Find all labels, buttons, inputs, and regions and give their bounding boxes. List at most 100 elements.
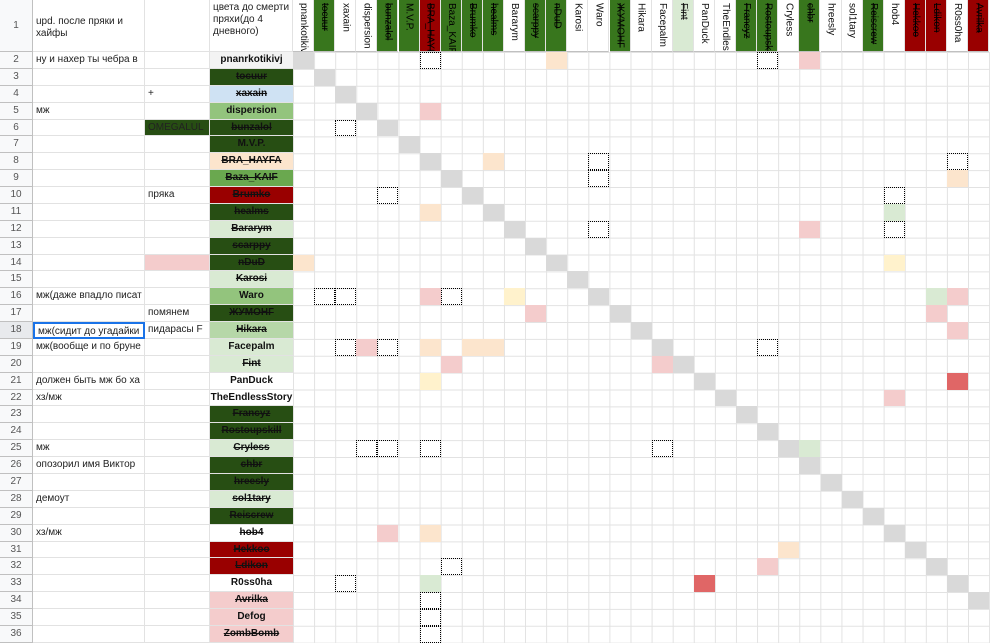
row-number: 25 [0, 440, 33, 458]
column-header: PanDuck [693, 0, 715, 52]
name-cell: dispersion [210, 102, 293, 120]
name-cell: Baza_KAIF [210, 170, 293, 188]
diagonal-cell [440, 170, 462, 188]
highlight-cell [778, 541, 800, 559]
diagonal-cell [419, 153, 441, 171]
highlight-cell [440, 355, 462, 373]
highlight-cell [588, 153, 610, 171]
highlight-cell [419, 440, 441, 458]
comment-cell [145, 423, 210, 441]
highlight-cell [588, 170, 610, 188]
column-header: Facepalm [651, 0, 673, 52]
name-cell: pnanrkotikivj [210, 52, 293, 69]
note-cell [33, 507, 145, 525]
diagonal-cell [525, 237, 547, 255]
highlight-cell [883, 203, 905, 221]
note-cell [33, 119, 145, 137]
name-cell: Bararym [210, 220, 293, 238]
highlight-cell [926, 288, 948, 306]
column-header: Francyz [736, 0, 758, 52]
note-cell: мж(даже впадло писат [33, 288, 145, 306]
column-header: healms [482, 0, 504, 52]
comment-cell [145, 541, 210, 559]
row-number: 17 [0, 305, 33, 323]
highlight-cell [377, 524, 399, 542]
comment-cell [145, 406, 210, 424]
name-cell: chbr [210, 457, 293, 474]
diagonal-cell [841, 490, 863, 508]
diagonal-cell [862, 507, 884, 525]
highlight-cell [693, 575, 715, 593]
note-header: upd. после пряки и хайфы [33, 0, 145, 52]
highlight-cell [757, 52, 779, 69]
diagonal-cell [799, 457, 821, 474]
name-cell: hob4 [210, 524, 293, 542]
name-cell: Defog [210, 609, 293, 626]
note-cell [33, 305, 145, 323]
column-header: Hekkoo [904, 0, 926, 52]
note-cell: мж [33, 440, 145, 458]
name-cell: Fint [210, 355, 293, 373]
comment-cell [145, 271, 210, 289]
note-cell: хз/мж [33, 524, 145, 542]
name-cell: nDuD [210, 254, 293, 272]
column-header: hob4 [883, 0, 905, 52]
comment-cell [145, 440, 210, 458]
column-header: BRA_HAYFA [419, 0, 441, 52]
note-cell: хз/мж [33, 389, 145, 407]
row-number: 34 [0, 592, 33, 610]
comment-cell [145, 338, 210, 356]
highlight-cell [883, 187, 905, 204]
column-header: Avrilka [968, 0, 990, 52]
note-cell: мж(сидит до угадайки [33, 322, 145, 339]
row-number: 27 [0, 474, 33, 491]
diagonal-cell [377, 119, 399, 137]
highlight-cell [883, 389, 905, 407]
name-cell: Ldikon [210, 558, 293, 576]
note-cell [33, 474, 145, 491]
highlight-cell [335, 119, 357, 137]
highlight-cell [419, 524, 441, 542]
highlight-cell [504, 288, 526, 306]
comment-cell [145, 524, 210, 542]
diagonal-cell [482, 203, 504, 221]
comment-cell [145, 254, 210, 272]
comment-cell [145, 355, 210, 373]
highlight-cell [799, 440, 821, 458]
column-header: chbr [799, 0, 821, 52]
highlight-cell [440, 288, 462, 306]
diagonal-cell [736, 406, 758, 424]
note-cell [33, 187, 145, 204]
highlight-cell [419, 575, 441, 593]
highlight-cell [926, 305, 948, 323]
note-cell [33, 203, 145, 221]
note-cell [33, 592, 145, 610]
row-number: 32 [0, 558, 33, 576]
note-cell [33, 237, 145, 255]
comment-cell [145, 457, 210, 474]
note-cell [33, 575, 145, 593]
comment-cell: OMEGALUL [145, 119, 210, 137]
diagonal-cell [883, 524, 905, 542]
column-header: sol1tary [841, 0, 863, 52]
row-number: 31 [0, 541, 33, 559]
column-header: Reiscrew [862, 0, 884, 52]
name-cell: Avrilka [210, 592, 293, 610]
comment-cell [145, 625, 210, 643]
highlight-cell [883, 220, 905, 238]
note-cell [33, 170, 145, 188]
diagonal-cell [715, 389, 737, 407]
diagonal-cell [461, 187, 483, 204]
name-cell: xaxain [210, 85, 293, 103]
column-header: M.V.P. [398, 0, 420, 52]
name-cell: Karosi [210, 271, 293, 289]
comment-cell [145, 372, 210, 390]
diagonal-cell [293, 52, 315, 69]
note-cell [33, 423, 145, 441]
empty-header [145, 0, 210, 52]
note-cell [33, 68, 145, 86]
row-number: 35 [0, 609, 33, 626]
note-cell: опозорил имя Виктор [33, 457, 145, 474]
row-number: 13 [0, 237, 33, 255]
